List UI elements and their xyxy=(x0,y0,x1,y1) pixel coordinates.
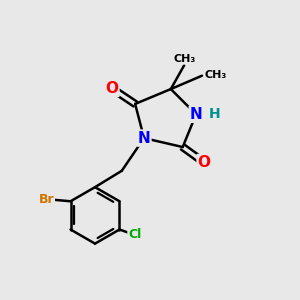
Text: N: N xyxy=(138,130,150,146)
Text: O: O xyxy=(106,81,118,96)
Text: Br: Br xyxy=(38,193,54,206)
Text: CH₃: CH₃ xyxy=(173,54,195,64)
Text: Cl: Cl xyxy=(128,228,142,242)
Text: O: O xyxy=(198,155,211,170)
Text: H: H xyxy=(208,107,220,121)
Text: CH₃: CH₃ xyxy=(204,70,226,80)
Text: N: N xyxy=(190,107,202,122)
